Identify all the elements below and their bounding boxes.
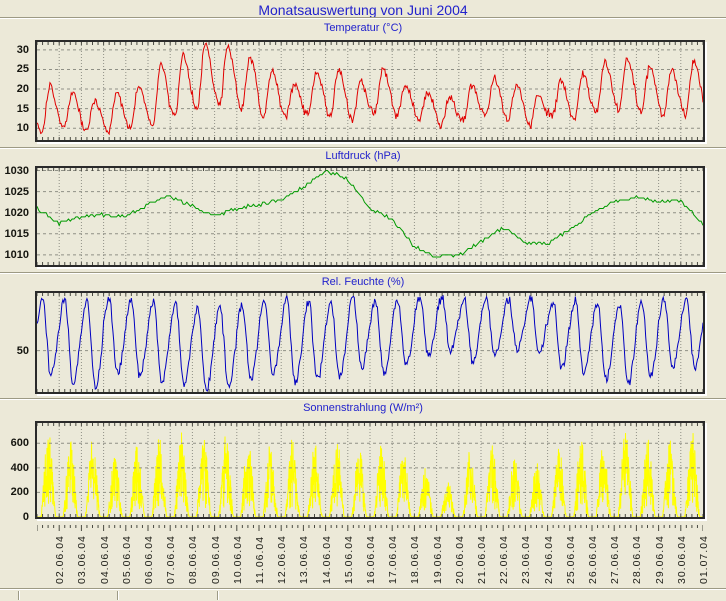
- y-axis-tick-label: 1025: [4, 186, 29, 198]
- chart-title-luftdruck: Luftdruck (hPa): [325, 150, 401, 162]
- x-axis-label: 15.06.04: [342, 535, 355, 584]
- x-axis-label: 18.06.04: [409, 535, 422, 584]
- page-title: Monatsauswertung von Juni 2004: [258, 2, 468, 18]
- chart-title-feuchte: Rel. Feuchte (%): [321, 276, 405, 288]
- x-axis-label: 09.06.04: [209, 535, 222, 584]
- y-axis-tick-label: 30: [16, 44, 29, 56]
- chart-title-sonnenstrahlung: Sonnenstrahlung (W/m²): [303, 402, 423, 414]
- y-axis-tick-label: 10: [16, 122, 29, 134]
- x-axis-label: 05.06.04: [120, 535, 133, 584]
- plot-area-luftdruck: [35, 166, 705, 267]
- x-axis-label: 29.06.04: [653, 535, 666, 584]
- x-axis-label: 16.06.04: [365, 535, 377, 584]
- status-bar-separator: [117, 591, 118, 600]
- y-axis-labels-temperatur: 10 15 20 25 30: [0, 40, 33, 142]
- divider: [0, 398, 726, 400]
- divider: [0, 147, 726, 149]
- x-axis-label: 06.06.04: [143, 535, 155, 584]
- plot-area-sonnenstrahlung: [35, 421, 705, 519]
- x-axis-label: 08.06.04: [187, 535, 200, 584]
- y-axis-tick-label: 1010: [4, 249, 29, 261]
- x-axis-label: 12.06.04: [276, 535, 289, 584]
- x-axis-label: 24.06.04: [542, 535, 555, 584]
- y-axis-tick-label: 25: [16, 63, 29, 75]
- x-axis-label: 02.06.04: [54, 535, 67, 584]
- chart-svg: [37, 42, 703, 140]
- chart-svg: [37, 423, 703, 517]
- x-axis-label: 20.06.04: [453, 535, 466, 584]
- y-axis-tick-label: 15: [16, 103, 29, 115]
- plot-area-temperatur: [35, 40, 705, 142]
- y-axis-tick-label: 1015: [4, 228, 29, 240]
- x-axis-label: 13.06.04: [298, 535, 311, 584]
- x-axis-ticks: [36, 525, 704, 531]
- y-axis-tick-label: 400: [10, 462, 29, 474]
- x-axis-label: 11.06.04: [254, 535, 266, 584]
- y-axis-tick-label: 600: [10, 437, 29, 449]
- y-axis-tick-label: 50: [16, 345, 29, 357]
- x-axis-tick-strip: [36, 519, 704, 537]
- x-axis-label: 01.07.04: [698, 535, 710, 584]
- x-axis-label: 26.06.04: [587, 535, 599, 584]
- x-axis-label: 23.06.04: [520, 535, 533, 584]
- y-axis-tick-label: 20: [16, 83, 29, 95]
- x-axis-label: 28.06.04: [631, 535, 644, 584]
- y-axis-tick-label: 200: [10, 486, 29, 498]
- chart-svg: [37, 168, 703, 265]
- plot-area-feuchte: [35, 291, 705, 394]
- y-axis-labels-luftdruck: 1010 1015 1020 1025 1030: [0, 165, 33, 267]
- status-bar-separator: [18, 591, 19, 600]
- x-axis-label: 21.06.04: [476, 535, 488, 584]
- x-axis-label: 30.06.04: [675, 535, 688, 584]
- x-axis-label: 03.06.04: [76, 535, 89, 584]
- x-axis-label: 27.06.04: [609, 535, 622, 584]
- x-axis-label: 10.06.04: [231, 535, 244, 584]
- x-axis-label: 25.06.04: [564, 535, 577, 584]
- x-axis-label: 07.06.04: [165, 535, 178, 584]
- status-bar: [0, 588, 726, 601]
- divider: [0, 17, 726, 19]
- y-axis-tick-label: 1020: [4, 207, 29, 219]
- x-axis-label: 22.06.04: [498, 535, 511, 584]
- y-axis-labels-sonnenstrahlung: 0 200 400 600: [0, 421, 33, 523]
- x-axis-label: 14.06.04: [320, 535, 333, 584]
- y-axis-tick-label: 0: [22, 511, 29, 523]
- x-axis-label: 19.06.04: [431, 535, 444, 584]
- x-axis-label: 04.06.04: [98, 535, 111, 584]
- y-axis-labels-feuchte: 50: [0, 291, 33, 394]
- chart-svg: [37, 293, 703, 392]
- chart-title-temperatur: Temperatur (°C): [323, 22, 403, 34]
- x-axis-label: 17.06.04: [387, 535, 400, 584]
- status-bar-separator: [217, 591, 218, 600]
- y-axis-tick-label: 1030: [4, 165, 29, 177]
- divider: [0, 272, 726, 274]
